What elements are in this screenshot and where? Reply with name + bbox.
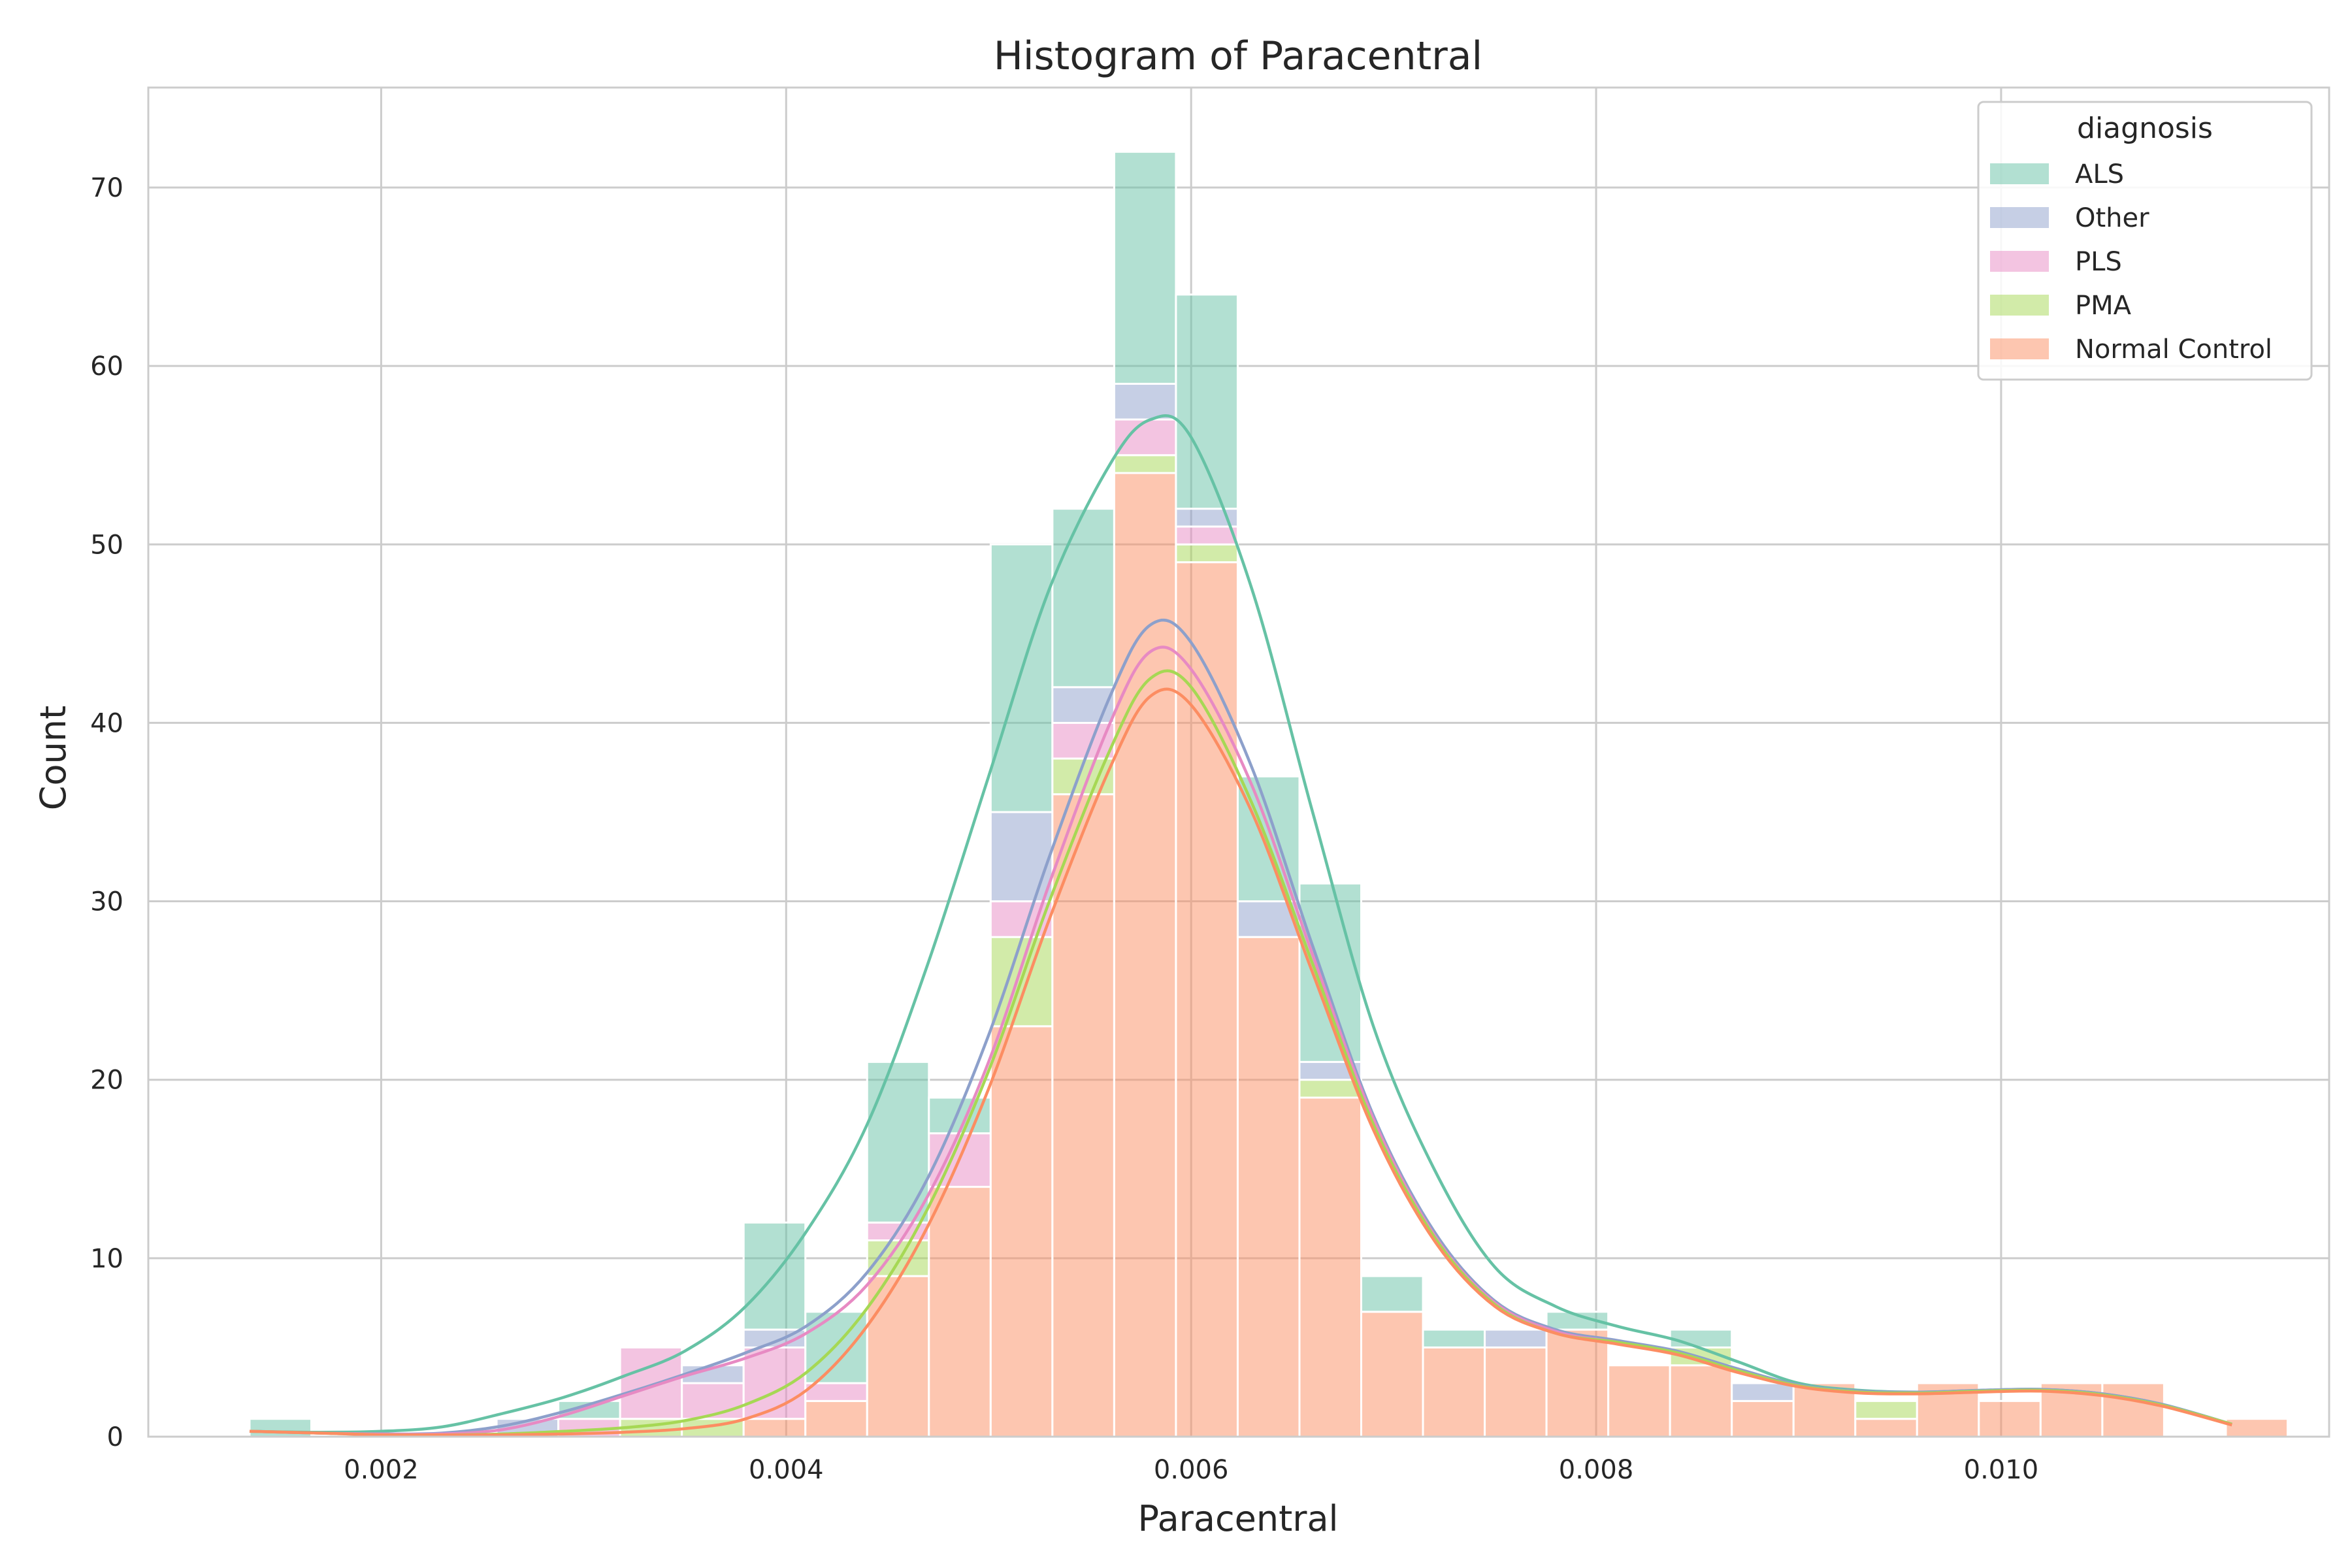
bar-normal-control — [928, 1186, 992, 1438]
bar-pma — [1175, 543, 1239, 564]
legend-swatch-normal-control — [1990, 338, 2049, 359]
y-tick-label: 30 — [90, 887, 123, 917]
bar-normal-control — [1236, 936, 1301, 1438]
bar-normal-control — [1484, 1346, 1548, 1438]
bar-normal-control — [1360, 1311, 1424, 1438]
bar-normal-control — [742, 1418, 807, 1438]
bar-other — [1051, 686, 1115, 724]
x-tick-label: 0.004 — [749, 1455, 824, 1485]
bar-als — [1360, 1275, 1424, 1313]
y-tick-label: 60 — [90, 351, 123, 382]
bar-normal-control — [804, 1399, 868, 1438]
bar-normal-control — [1854, 1418, 1918, 1438]
bar-pls — [681, 1382, 745, 1420]
x-axis-label: Paracentral — [1137, 1498, 1338, 1539]
bar-normal-control — [1545, 1328, 1610, 1438]
bar-als — [866, 1060, 930, 1224]
bar-other — [1731, 1382, 1795, 1402]
y-tick-label: 10 — [90, 1244, 123, 1274]
bar-als — [1298, 882, 1363, 1063]
y-tick-label: 70 — [90, 173, 123, 203]
bar-pls — [1175, 525, 1239, 546]
bar-normal-control — [1669, 1364, 1733, 1438]
plot-frame — [147, 86, 2330, 1438]
bar-normal-control — [1422, 1346, 1486, 1438]
legend-swatch-pls — [1990, 251, 2049, 272]
bar-als — [1669, 1328, 1733, 1348]
bar-normal-control — [1113, 472, 1177, 1438]
legend-title: diagnosis — [2077, 112, 2213, 145]
y-tick-label: 20 — [90, 1066, 123, 1096]
bar-als — [1051, 508, 1115, 689]
bar-normal-control — [989, 1025, 1054, 1438]
legend-label: PMA — [2075, 291, 2132, 321]
chart-title: Histogram of Paracentral — [994, 33, 1482, 79]
x-tick-label: 0.006 — [1154, 1455, 1229, 1485]
legend-swatch-other — [1990, 207, 2049, 228]
y-tick-label: 50 — [90, 530, 123, 560]
bar-other — [989, 811, 1054, 903]
bar-normal-control — [1731, 1399, 1795, 1438]
y-tick-label: 40 — [90, 708, 123, 738]
bar-als — [928, 1096, 992, 1135]
bar-normal-control — [2101, 1382, 2165, 1438]
x-tick-label: 0.002 — [344, 1455, 419, 1485]
kde-normal-control — [249, 687, 2232, 1437]
bar-pls — [1051, 721, 1115, 760]
bar-normal-control — [866, 1275, 930, 1438]
bar-normal-control — [1607, 1364, 1671, 1438]
legend-label: ALS — [2075, 159, 2124, 189]
tick-labels: 0.002 0.004 0.006 0.008 0.010 0 10 20 30 40 50 60 70 — [90, 173, 2038, 1485]
legend-label: PLS — [2075, 247, 2122, 277]
bar-other — [1484, 1328, 1548, 1348]
y-axis-label: Count — [33, 706, 74, 810]
y-tick-label: 0 — [107, 1422, 123, 1452]
legend-swatch-als — [1990, 163, 2049, 184]
legend-frame — [1977, 101, 2313, 381]
bar-als — [1175, 293, 1239, 510]
bar-als — [1422, 1328, 1486, 1348]
bar-pls — [804, 1382, 868, 1402]
legend-label: Other — [2075, 203, 2149, 233]
bar-normal-control — [1978, 1399, 2042, 1438]
bar-pls — [1113, 418, 1177, 457]
kde-curves — [249, 414, 2232, 1437]
bar-als — [1113, 150, 1177, 385]
legend: diagnosis ALS Other PLS PMA Normal Control — [1977, 101, 2313, 381]
x-tick-label: 0.010 — [1964, 1455, 2039, 1485]
bar-normal-control — [2225, 1418, 2289, 1438]
legend-label: Normal Control — [2075, 335, 2272, 365]
x-tick-label: 0.008 — [1559, 1455, 1634, 1485]
bar-pma — [1113, 454, 1177, 474]
bar-pma — [1854, 1399, 1918, 1420]
bar-other — [1113, 382, 1177, 421]
legend-items: ALS Other PLS PMA Normal Control — [1990, 159, 2272, 365]
legend-swatch-pma — [1990, 295, 2049, 316]
bar-als — [989, 543, 1054, 813]
bar-pma — [1298, 1079, 1363, 1099]
bar-normal-control — [1298, 1096, 1363, 1438]
